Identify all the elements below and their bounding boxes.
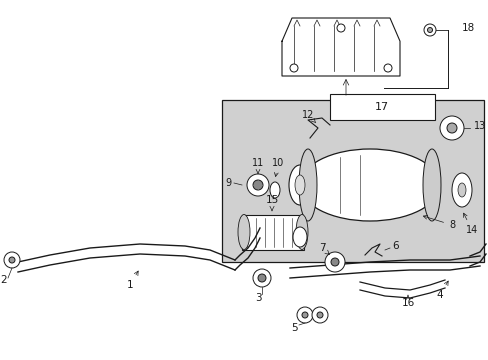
Text: 12: 12 — [301, 110, 315, 123]
Ellipse shape — [294, 175, 305, 195]
Bar — [242, 215, 304, 250]
Circle shape — [446, 123, 456, 133]
Circle shape — [4, 252, 20, 268]
Circle shape — [316, 312, 323, 318]
Text: 16: 16 — [401, 295, 414, 308]
Text: 15: 15 — [265, 195, 278, 211]
Text: 8: 8 — [423, 215, 454, 230]
Ellipse shape — [299, 149, 439, 221]
Text: 6: 6 — [391, 241, 398, 251]
Circle shape — [9, 257, 15, 263]
Circle shape — [336, 24, 345, 32]
Text: 10: 10 — [271, 158, 284, 176]
Text: 3: 3 — [254, 293, 261, 303]
Ellipse shape — [422, 149, 440, 221]
Circle shape — [427, 27, 431, 32]
Ellipse shape — [288, 165, 310, 205]
Ellipse shape — [298, 149, 316, 221]
Text: 14: 14 — [463, 213, 477, 235]
Ellipse shape — [238, 215, 249, 249]
Circle shape — [258, 274, 265, 282]
Circle shape — [296, 307, 312, 323]
Circle shape — [289, 64, 297, 72]
Bar — [222, 100, 483, 262]
Text: 9: 9 — [225, 178, 231, 188]
Circle shape — [383, 64, 391, 72]
Text: 2: 2 — [0, 275, 7, 285]
Circle shape — [330, 258, 338, 266]
Circle shape — [252, 180, 263, 190]
Circle shape — [325, 252, 345, 272]
Ellipse shape — [269, 182, 280, 198]
Text: 7: 7 — [318, 243, 329, 255]
Circle shape — [302, 312, 307, 318]
Circle shape — [311, 307, 327, 323]
Ellipse shape — [451, 173, 471, 207]
Text: 1: 1 — [126, 271, 138, 290]
Ellipse shape — [292, 227, 306, 247]
Text: 4: 4 — [436, 281, 447, 300]
Circle shape — [252, 269, 270, 287]
Bar — [329, 94, 434, 120]
Circle shape — [439, 116, 463, 140]
Ellipse shape — [457, 183, 465, 197]
Text: 17: 17 — [374, 102, 388, 112]
Text: 11: 11 — [251, 158, 264, 174]
Circle shape — [423, 24, 435, 36]
Ellipse shape — [295, 215, 307, 249]
Circle shape — [246, 174, 268, 196]
Text: 13: 13 — [473, 121, 485, 131]
Text: 5: 5 — [291, 323, 297, 333]
Text: 18: 18 — [461, 23, 474, 33]
